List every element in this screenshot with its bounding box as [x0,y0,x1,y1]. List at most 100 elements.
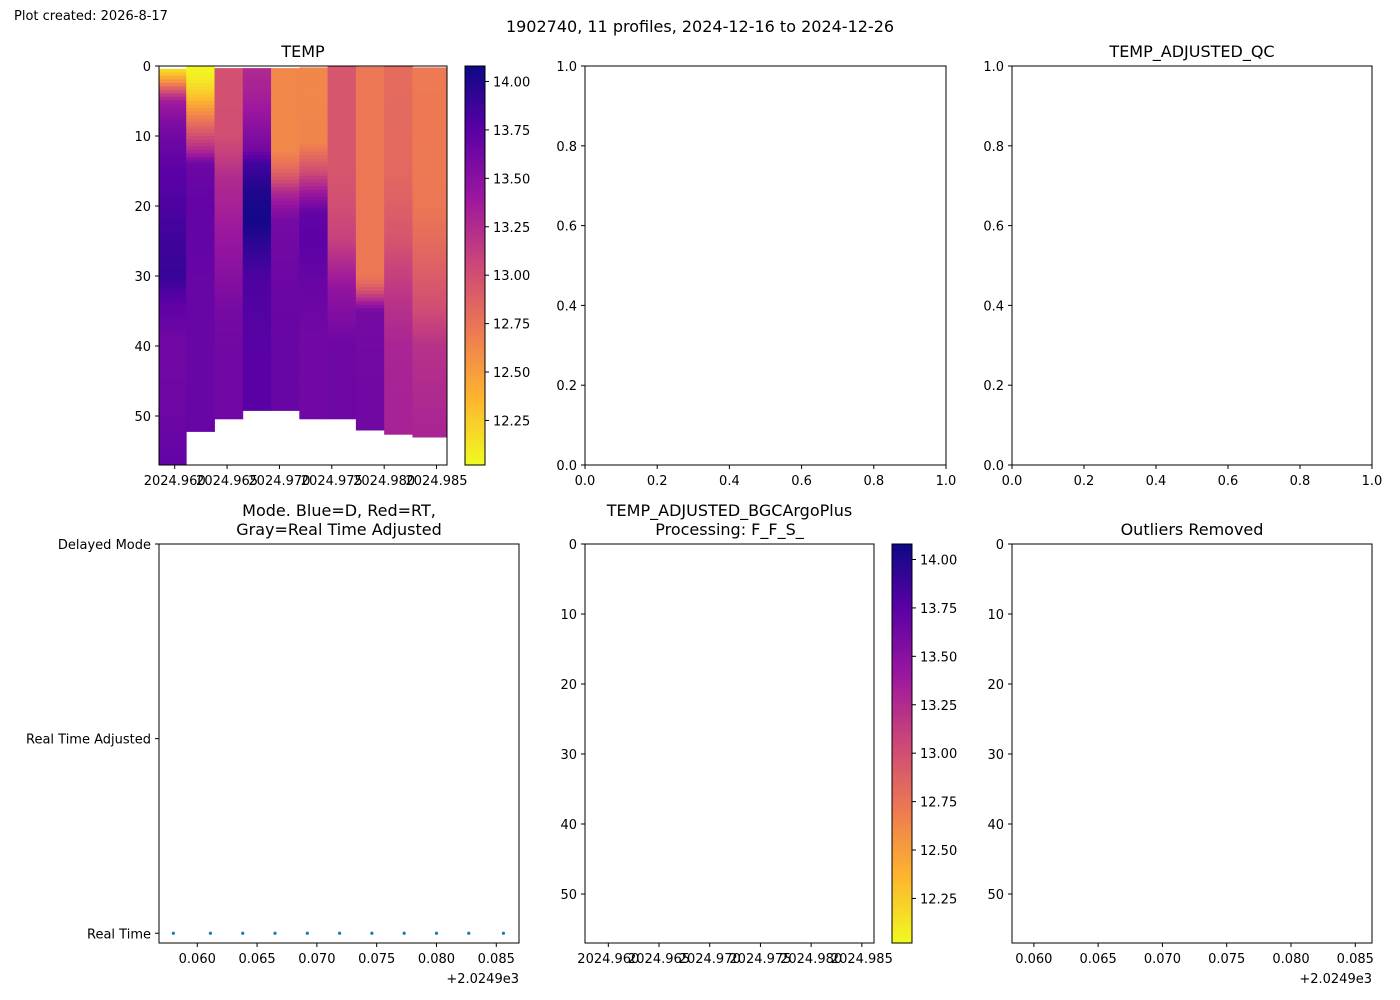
temp-profile-cell [412,109,448,114]
empty-axes-xtick-label: 0.6 [791,474,812,489]
temp-profile-cell [412,116,448,121]
temp-profile-cell [159,163,187,168]
temp-profile-cell [186,300,215,305]
temp-profile-cell [271,236,300,241]
temp-profile-cell [271,330,300,335]
temp-profile-cell [384,300,413,305]
temp_adjusted_bgc-colorbar-segment [892,597,912,602]
temp-profile-cell [327,272,357,277]
mode-xtick-label: 0.070 [298,952,335,967]
temp-profile-cell [384,318,413,322]
temp-profile-cell [186,237,215,242]
temp-profile-cell [355,84,385,89]
temp-colorbar-segment [465,139,485,144]
temp-profile-cell [271,243,300,248]
temp-profile-cell [299,81,329,86]
temp-profile-cell [327,391,357,396]
temp-profile-cell [384,90,413,95]
temp_adjusted_bgc-colorbar-segment [892,690,912,695]
temp-profile-cell [214,68,244,73]
temp-profile-cell [214,295,244,300]
temp-profile-cell [186,395,215,399]
temp-colorbar-segment [465,242,485,247]
temp-profile-cell [412,102,448,107]
temp-profile-cell [299,137,329,142]
temp-profile-cell [242,372,272,377]
temp-profile-cell [412,256,448,261]
temp-profile-cell [242,320,272,325]
temp-profile-cell [299,112,329,117]
temp-profile-cell [214,145,244,150]
temp-profile-cell [355,294,385,299]
temp-profile-cell [299,74,329,79]
temp-profile-cell [299,298,329,303]
temp-profile-cell [186,384,215,389]
temp-profile-cell [214,348,244,353]
temp_adjusted_bgc-colorbar-segment [892,593,912,598]
temp-profile-cell [412,175,448,180]
temp-profile-cell [327,150,357,154]
temp-profile-cell [214,316,244,321]
temp-profile-cell [384,223,413,228]
temp-profile-cell [159,222,187,227]
temp-profile-cell [271,267,300,272]
temp-profile-cell [412,200,448,205]
temp-profile-cell [186,402,215,406]
temp-profile-cell [271,344,300,349]
temp-colorbar-segment [465,461,485,466]
mode-xtick-label: 0.060 [179,952,216,967]
temp-profile-cell [355,381,385,386]
temp-profile-cell [384,216,413,221]
temp-profile-cell [412,301,448,306]
temp-colorbar-segment [465,208,485,213]
temp-profile-cell [412,312,448,317]
temp-profile-cell [355,308,385,313]
temp-profile-cell [214,309,244,314]
temp-profile-cell [327,90,357,95]
temp-profile-cell [384,279,413,284]
temp_adjusted_bgc-colorbar-segment [892,693,912,698]
temp-profile-cell [159,215,187,220]
temp-colorbar-segment [465,345,485,350]
temp-profile-cell [214,355,244,360]
empty-axes-ytick-label: 0.0 [556,459,577,474]
temp-profile-cell [214,306,244,311]
temp_adjusted_bgc-colorbar-segment [892,716,912,721]
temp-profile-cell [271,124,300,129]
temp-profile-cell [214,82,244,87]
temp_adjusted_bgc-colorbar-segment [892,553,912,558]
temp-profile-cell [214,183,244,188]
temp-profile-cell [186,419,215,424]
temp-profile-cell [384,94,413,98]
temp-profile-cell [242,68,272,73]
temp-profile-cell [159,352,187,357]
temp-colorbar-segment [465,192,485,197]
temp_adjusted_bgc-colorbar-segment [892,823,912,828]
temp-profile-cell [299,217,329,222]
temp-profile-cell [384,206,413,210]
temp_adjusted_bgc-colorbar-tick-label: 14.00 [920,553,957,568]
temp-profile-cell [214,299,244,304]
temp-profile-cell [159,327,187,332]
temp-profile-cell [214,288,244,293]
temp_adjusted_bgc-colorbar-segment [892,793,912,798]
temp-profile-cell [299,186,329,191]
temp-profile-cell [271,302,300,307]
temp-profile-cell [327,202,357,207]
temp_adjusted_bgc-colorbar-tick-label: 12.50 [920,844,957,859]
temp-profile-cell [327,237,357,242]
temp-profile-cell [214,138,244,143]
temp-profile-cell [214,225,244,230]
temp-profile-cell [214,141,244,146]
temp-colorbar-segment [465,129,485,134]
temp_adjusted_qc-ytick-label: 0.8 [983,140,1004,155]
temp-colorbar-segment [465,341,485,346]
temp-profile-cell [186,388,215,392]
temp-profile-cell [271,131,300,136]
temp-profile-cell [186,157,215,161]
temp-profile-cell [299,95,329,100]
temp-profile-cell [214,320,244,325]
temp-profile-cell [271,201,300,206]
outliers_removed-xtick-label: 0.070 [1144,952,1181,967]
temp_adjusted_bgc-xtick-label: 2024.960 [577,952,639,967]
